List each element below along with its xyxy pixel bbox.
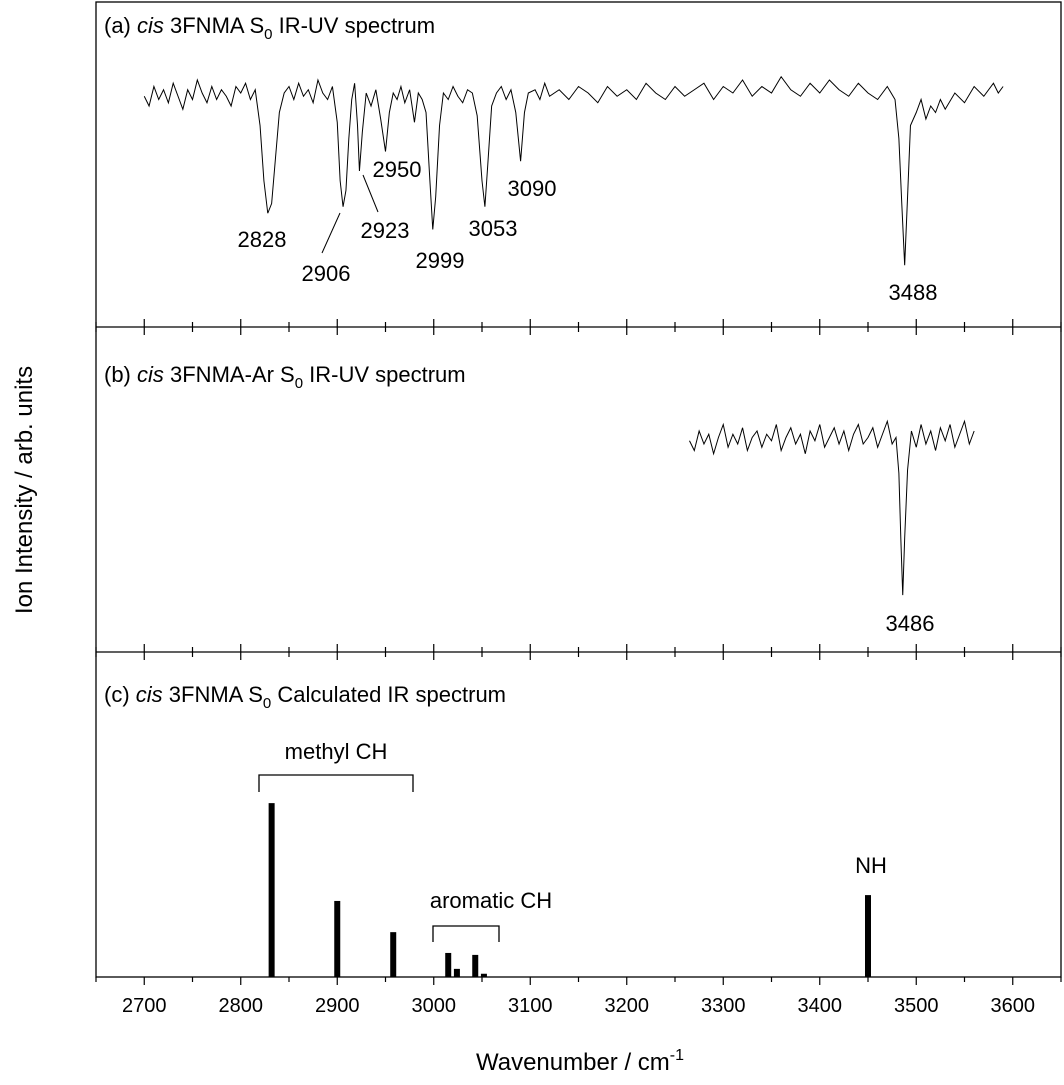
title-part: cis — [137, 362, 164, 387]
x-tick-label: 3400 — [798, 995, 843, 1017]
title-part: IR-UV spectrum — [272, 13, 435, 38]
peak-label: 3486 — [886, 611, 935, 636]
title-part: cis — [137, 13, 164, 38]
stick — [334, 900, 341, 977]
peak-label: 2906 — [302, 261, 351, 286]
x-tick-label: 3200 — [605, 995, 650, 1017]
y-axis-label: Ion Intensity / arb. units — [11, 366, 38, 614]
peak-label: 2950 — [373, 157, 422, 182]
leader-line — [321, 212, 341, 254]
spectrum-line — [143, 75, 1004, 266]
title-part: 0 — [295, 375, 303, 392]
stick — [453, 968, 460, 977]
x-tick-label: 2900 — [315, 995, 360, 1017]
title-part: (c) — [104, 682, 136, 707]
peak-label: 3053 — [469, 216, 518, 241]
stick — [445, 952, 452, 977]
leader-line — [362, 174, 379, 213]
panel-title: (b) cis 3FNMA-Ar S0 IR-UV spectrum — [104, 362, 466, 392]
peak-label: 2828 — [238, 227, 287, 252]
x-tick-label: 3300 — [701, 995, 746, 1017]
x-tick-label: 3100 — [508, 995, 553, 1017]
spectrum-line — [689, 419, 975, 596]
bracket — [258, 774, 414, 792]
x-tick-label: 2800 — [219, 995, 264, 1017]
x-tick-label: 3600 — [991, 995, 1036, 1017]
title-part: 0 — [263, 695, 271, 712]
peak-label: 2999 — [416, 248, 465, 273]
x-tick-label: 3500 — [894, 995, 939, 1017]
title-part: 3FNMA S — [164, 13, 264, 38]
x-axis-label: Wavenumber / cm-1 — [476, 1047, 684, 1076]
annotation: NH — [855, 853, 887, 878]
title-part: Calculated IR spectrum — [271, 682, 506, 707]
title-part: 3FNMA-Ar S — [164, 362, 295, 387]
title-part: (a) — [104, 13, 137, 38]
stick — [865, 895, 871, 977]
stick — [390, 932, 397, 977]
stick — [472, 954, 479, 977]
label-part: -1 — [670, 1047, 684, 1064]
plot-frame — [95, 1, 1062, 978]
bracket — [432, 925, 500, 942]
title-part: 3FNMA S — [163, 682, 263, 707]
stick — [268, 803, 275, 977]
annotation: aromatic CH — [430, 888, 552, 913]
title-part: cis — [136, 682, 163, 707]
x-tick-label: 3000 — [412, 995, 457, 1017]
stick — [480, 973, 487, 977]
title-part: (b) — [104, 362, 137, 387]
panel-title: (c) cis 3FNMA S0 Calculated IR spectrum — [104, 682, 506, 712]
label-part: Wavenumber / cm — [476, 1049, 670, 1076]
annotation: methyl CH — [285, 739, 388, 764]
panel-title: (a) cis 3FNMA S0 IR-UV spectrum — [104, 13, 435, 43]
title-part: 0 — [264, 26, 272, 43]
peak-label: 3488 — [889, 280, 938, 305]
x-tick-label: 2700 — [122, 995, 167, 1017]
peak-label: 2923 — [361, 218, 410, 243]
peak-label: 3090 — [508, 176, 557, 201]
title-part: IR-UV spectrum — [303, 362, 466, 387]
